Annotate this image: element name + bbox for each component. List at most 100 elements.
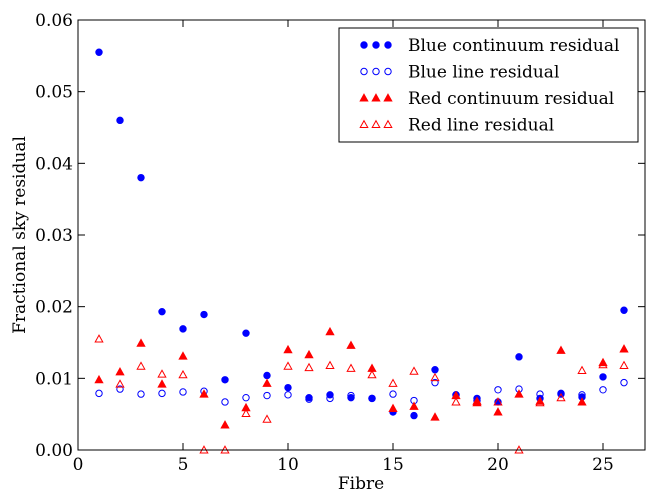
data-point-series-1: [158, 307, 166, 316]
legend-marker: [384, 41, 392, 49]
data-point-series-2: [557, 390, 565, 398]
data-point-series-2: [620, 378, 628, 387]
legend-marker: [359, 93, 369, 102]
data-point-series-2: [389, 390, 397, 398]
data-point-series-1: [221, 376, 229, 384]
data-point-series-3: [556, 345, 566, 354]
data-point-series-4: [409, 366, 419, 375]
data-point-series-2: [347, 391, 355, 400]
data-point-series-2: [116, 385, 124, 393]
data-point-series-3: [94, 374, 104, 384]
y-tick-label: 0.04: [35, 154, 73, 174]
plot-frame: [77, 19, 646, 451]
data-point-series-1: [620, 306, 628, 314]
data-point-series-3: [493, 407, 503, 416]
y-tick-label: 0.01: [35, 369, 73, 389]
data-point-series-3: [136, 338, 146, 347]
data-point-series-4: [619, 360, 629, 369]
data-point-series-2: [263, 391, 271, 400]
data-point-series-4: [367, 369, 377, 379]
data-point-series-3: [388, 403, 398, 412]
data-point-series-4: [262, 414, 272, 423]
y-tick-label: 0.02: [35, 298, 73, 318]
data-point-series-1: [284, 383, 292, 392]
data-point-series-1: [410, 411, 418, 420]
x-tick-labels: 0 5 10 15 20 25: [73, 455, 614, 475]
legend-marker: [360, 41, 368, 49]
data-point-series-3: [619, 344, 629, 353]
data-point-series-3: [199, 389, 209, 398]
data-point-series-4: [178, 369, 188, 379]
data-point-series-3: [262, 378, 272, 387]
data-point-series-1: [242, 329, 250, 337]
data-point-series-4: [535, 397, 545, 407]
x-tick-label: 20: [487, 455, 509, 475]
legend-marker: [371, 93, 381, 102]
data-point-series-3: [577, 397, 587, 406]
legend-label: Blue line residual: [408, 63, 559, 83]
data-point-series-4: [556, 392, 566, 402]
x-axis-title: Fibre: [338, 474, 384, 494]
data-point-series-1: [137, 173, 145, 182]
y-axis-title: Fractional sky residual: [10, 136, 30, 334]
y-tick-labels: 0.00 0.01 0.02 0.03 0.04 0.05 0.06: [35, 11, 73, 461]
data-point-series-1: [431, 366, 439, 374]
data-point-series-4: [577, 365, 587, 374]
legend-marker: [383, 119, 393, 129]
legend: Blue continuum residual Blue line residua…: [338, 27, 639, 143]
data-point-series-3: [157, 379, 167, 388]
data-point-series-3: [178, 351, 188, 360]
data-point-series-2: [242, 393, 250, 402]
data-point-series-2: [431, 378, 439, 387]
legend-marker: [360, 67, 368, 76]
data-point-series-4: [283, 361, 293, 370]
x-tick-label: 10: [277, 455, 299, 475]
data-point-series-4: [430, 372, 440, 382]
data-point-series-2: [179, 388, 187, 396]
x-tick-label: 0: [73, 455, 84, 475]
data-point-series-2: [494, 386, 502, 394]
legend-marker: [371, 119, 381, 129]
data-point-series-2: [158, 389, 166, 398]
data-point-series-1: [200, 310, 208, 319]
legend-marker: [383, 93, 393, 102]
data-point-series-4: [157, 369, 167, 378]
legend-label: Red line residual: [408, 116, 554, 136]
data-point-series-2: [221, 398, 229, 406]
legend-label: Red continuum residual: [408, 89, 614, 109]
legend-marker: [384, 67, 392, 76]
data-point-series-1: [515, 353, 523, 361]
x-tick-label: 5: [178, 455, 189, 475]
data-point-series-4: [346, 363, 356, 372]
data-point-series-4: [325, 360, 335, 369]
legend-marker: [372, 67, 380, 76]
data-point-series-1: [116, 116, 124, 125]
data-point-series-4: [115, 379, 125, 388]
data-point-series-2: [284, 391, 292, 399]
data-point-series-1: [95, 48, 103, 56]
data-point-series-4: [472, 396, 482, 405]
data-point-series-2: [599, 386, 607, 394]
data-point-series-3: [241, 402, 251, 412]
y-tick-label: 0.06: [35, 11, 73, 31]
legend-marker: [372, 41, 380, 49]
x-tick-label: 25: [592, 455, 614, 475]
data-point-series-3: [220, 420, 230, 429]
axis-ticks: [77, 19, 645, 451]
data-point-series-2: [305, 395, 313, 403]
y-tick-label: 0.00: [35, 441, 73, 461]
data-point-series-3: [514, 389, 524, 398]
data-point-series-2: [368, 394, 376, 403]
legend-label: Blue continuum residual: [408, 36, 619, 56]
data-point-series-2: [137, 390, 145, 398]
data-point-series-2: [95, 389, 103, 398]
data-point-series-4: [136, 361, 146, 370]
data-point-series-3: [430, 412, 440, 421]
data-point-series-3: [304, 349, 314, 359]
y-tick-label: 0.05: [35, 83, 73, 103]
data-point-series-4: [598, 359, 608, 369]
data-point-series-4: [241, 408, 251, 417]
legend-marker: [359, 119, 369, 129]
data-point-series-4: [304, 362, 314, 372]
